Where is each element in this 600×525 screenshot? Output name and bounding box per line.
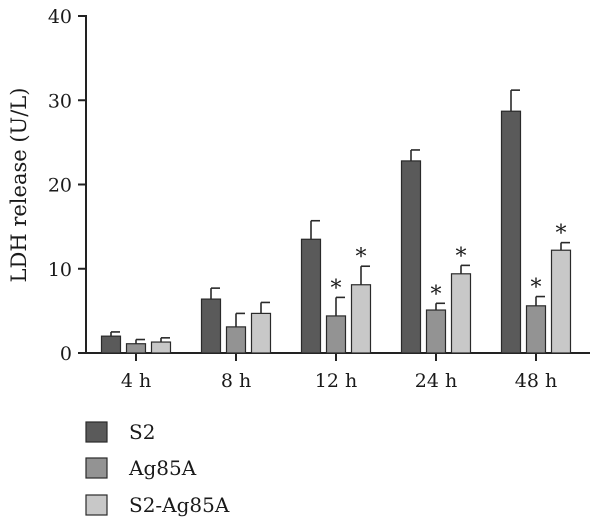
bar-s2-ag85a-4h <box>150 341 172 354</box>
significance-marker: * <box>431 282 442 307</box>
legend: S2 Ag85A S2-Ag85A <box>85 420 230 517</box>
x-tick-label: 12 h <box>315 370 357 392</box>
bar-ag85a-24h <box>425 309 447 354</box>
bar-ag85a-4h <box>125 343 147 354</box>
bar-s2-48h <box>500 110 522 354</box>
significance-marker: * <box>556 222 567 247</box>
legend-label-s2-ag85a: S2-Ag85A <box>129 493 230 517</box>
x-tick-label: 48 h <box>515 370 557 392</box>
y-tick-label: 30 <box>48 90 72 112</box>
legend-swatch-s2 <box>85 421 108 443</box>
legend-swatch-s2-ag85a <box>85 494 108 516</box>
y-tick-label: 20 <box>48 175 72 197</box>
y-tick-label: 0 <box>60 343 72 365</box>
bar-s2-ag85a-12h <box>350 284 372 354</box>
bar-s2-4h <box>100 335 122 354</box>
bars: * * * * * * <box>100 89 572 354</box>
x-tick-label: 8 h <box>221 370 251 392</box>
y-axis: 0 10 20 30 40 <box>48 6 87 365</box>
bar-ag85a-48h <box>525 305 547 354</box>
x-axis: 4 h 8 h 12 h 24 h 48 h <box>86 352 590 392</box>
bar-s2-24h <box>400 160 422 354</box>
x-tick-label: 4 h <box>121 370 151 392</box>
significance-marker: * <box>356 245 367 270</box>
y-tick-label: 10 <box>48 259 72 281</box>
significance-marker: * <box>331 276 342 301</box>
legend-label-s2: S2 <box>129 420 155 444</box>
y-axis-title: LDH release (U/L) <box>7 88 31 283</box>
significance-marker: * <box>456 244 467 269</box>
bar-ag85a-12h <box>325 315 347 354</box>
bar-s2-12h <box>300 238 322 354</box>
legend-label-ag85a: Ag85A <box>128 456 197 480</box>
y-tick-label: 40 <box>48 6 72 28</box>
legend-swatch-ag85a <box>85 457 108 479</box>
bar-s2-ag85a-8h <box>250 312 272 354</box>
significance-marker: * <box>531 276 542 301</box>
bar-ag85a-8h <box>225 326 247 354</box>
bar-s2-ag85a-24h <box>450 273 472 354</box>
bar-s2-ag85a-48h <box>550 249 572 354</box>
bar-s2-8h <box>200 298 222 354</box>
x-tick-label: 24 h <box>415 370 457 392</box>
